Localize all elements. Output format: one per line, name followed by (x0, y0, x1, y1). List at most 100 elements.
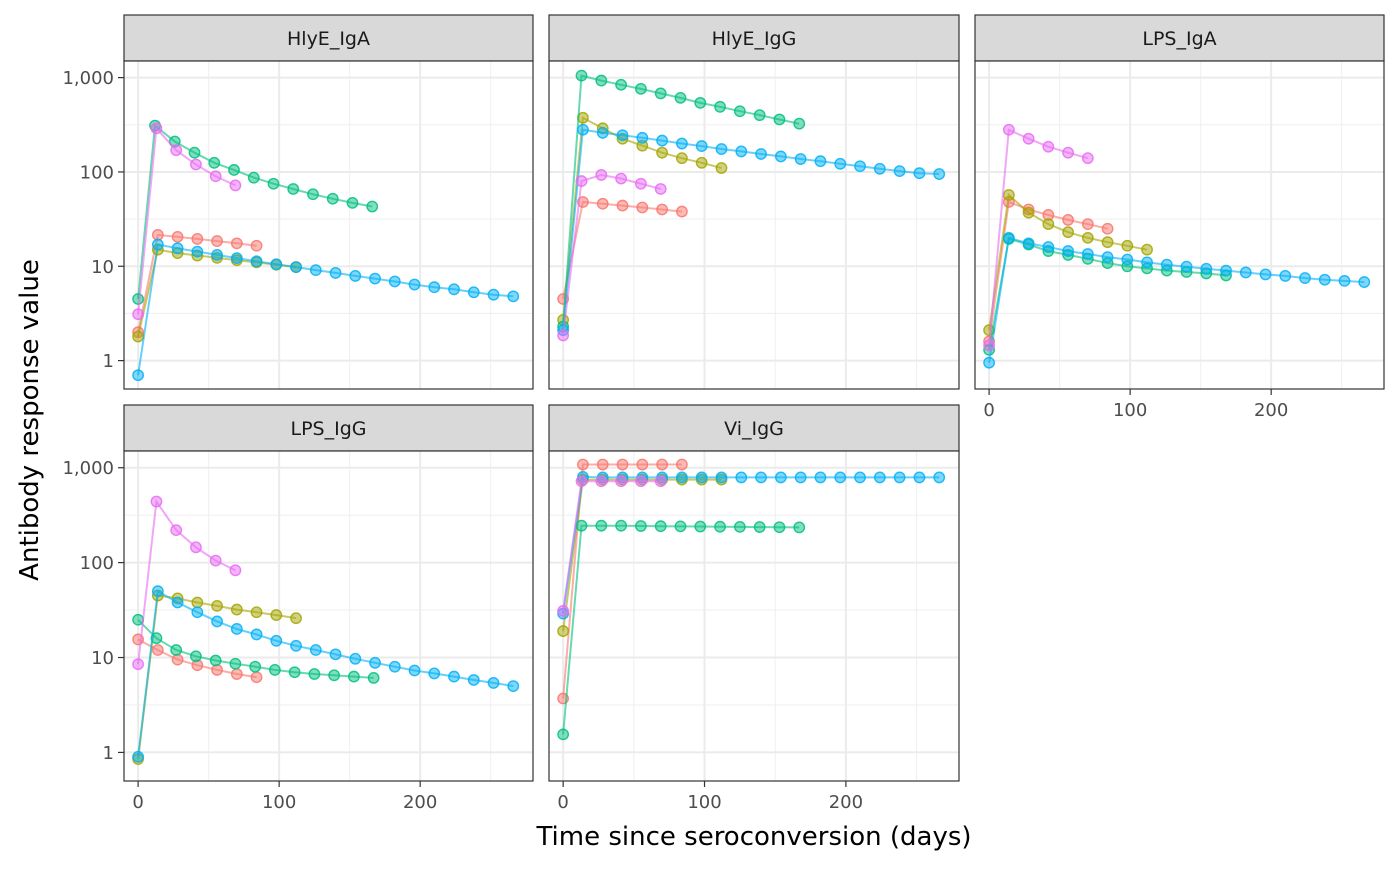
data-point (1239, 266, 1252, 279)
x-tick-label: 0 (983, 400, 994, 421)
data-point (191, 245, 204, 258)
data-point (793, 117, 806, 130)
data-point (171, 596, 184, 609)
data-point (636, 458, 649, 471)
data-point (1022, 237, 1035, 250)
data-point (794, 153, 807, 165)
data-point (290, 261, 302, 274)
data-point (675, 152, 688, 165)
data-point (229, 179, 242, 192)
facet-panel-LPS_IgG: LPS_IgG 0 100 200 1 10 100 1,000 (62, 404, 534, 813)
data-point (228, 164, 240, 176)
data-point (428, 281, 441, 294)
data-point (191, 606, 204, 619)
y-axis-title: Antibody response value (15, 259, 45, 581)
data-point (170, 524, 183, 537)
data-point (893, 165, 906, 178)
y-tick-label: 100 (80, 553, 114, 574)
data-point (150, 495, 163, 508)
data-point (190, 541, 202, 554)
data-point (1002, 189, 1015, 201)
data-point (211, 248, 223, 261)
y-tick-label: 100 (80, 162, 114, 183)
data-point (247, 171, 260, 184)
data-point (308, 668, 321, 680)
data-point (634, 475, 647, 488)
data-point (933, 471, 946, 484)
data-point (616, 199, 629, 212)
facet-strip (123, 14, 534, 62)
data-point (249, 660, 262, 673)
data-point (270, 258, 283, 271)
data-point (596, 126, 609, 139)
data-point (388, 275, 401, 288)
data-point (814, 471, 827, 484)
x-tick-label: 200 (829, 792, 863, 813)
data-point (229, 657, 242, 670)
data-point (211, 235, 223, 247)
data-point (557, 625, 570, 637)
data-point (1338, 274, 1351, 287)
data-point (595, 74, 608, 87)
data-point (557, 329, 570, 342)
data-point (714, 100, 726, 113)
data-point (270, 634, 283, 647)
data-point (1299, 272, 1311, 284)
data-point (209, 654, 222, 667)
data-point (369, 272, 381, 285)
data-point (656, 203, 669, 216)
data-point (615, 78, 628, 91)
data-point (654, 87, 667, 100)
data-point (229, 564, 242, 577)
data-point (349, 652, 362, 665)
panel-border (548, 60, 960, 390)
x-tick-label: 0 (557, 792, 568, 813)
data-point (596, 197, 609, 210)
data-point (1042, 140, 1055, 153)
data-point (171, 653, 184, 666)
data-point (230, 623, 243, 635)
data-point (694, 96, 707, 109)
data-point (634, 82, 647, 95)
data-point (575, 175, 588, 187)
data-point (250, 255, 263, 268)
data-point (794, 471, 807, 484)
data-point (1200, 262, 1213, 275)
data-point (873, 162, 886, 175)
data-point (1081, 248, 1094, 260)
data-point (834, 471, 847, 484)
data-point (615, 475, 628, 488)
data-point (1259, 268, 1272, 281)
data-point (287, 183, 300, 195)
data-point (1101, 251, 1114, 264)
data-point (793, 521, 806, 534)
data-point (577, 196, 589, 208)
data-point (774, 471, 787, 484)
data-point (575, 519, 588, 532)
data-point (290, 612, 302, 625)
data-point (428, 667, 441, 680)
data-point (1160, 258, 1173, 271)
data-point (695, 140, 708, 152)
y-tick-label: 10 (91, 257, 114, 278)
data-point (211, 599, 223, 612)
data-point (209, 170, 222, 183)
data-point (773, 113, 786, 126)
data-point (151, 644, 164, 656)
data-point (714, 520, 726, 533)
facet-panel-LPS_IgA: LPS_IgA 0 100 200 (974, 14, 1385, 421)
data-point (230, 237, 243, 250)
data-point (557, 728, 570, 741)
data-point (595, 519, 608, 532)
data-point (774, 150, 787, 163)
data-point (250, 671, 263, 684)
facet-panel-Vi_IgG: Vi_IgG 0 100 200 (548, 404, 960, 813)
data-point (1042, 241, 1055, 253)
facet-strip-label: LPS_IgA (1142, 28, 1216, 50)
data-point (309, 264, 322, 277)
data-point (507, 680, 520, 692)
data-point (615, 519, 628, 532)
data-point (1022, 132, 1035, 145)
data-point (369, 656, 381, 669)
